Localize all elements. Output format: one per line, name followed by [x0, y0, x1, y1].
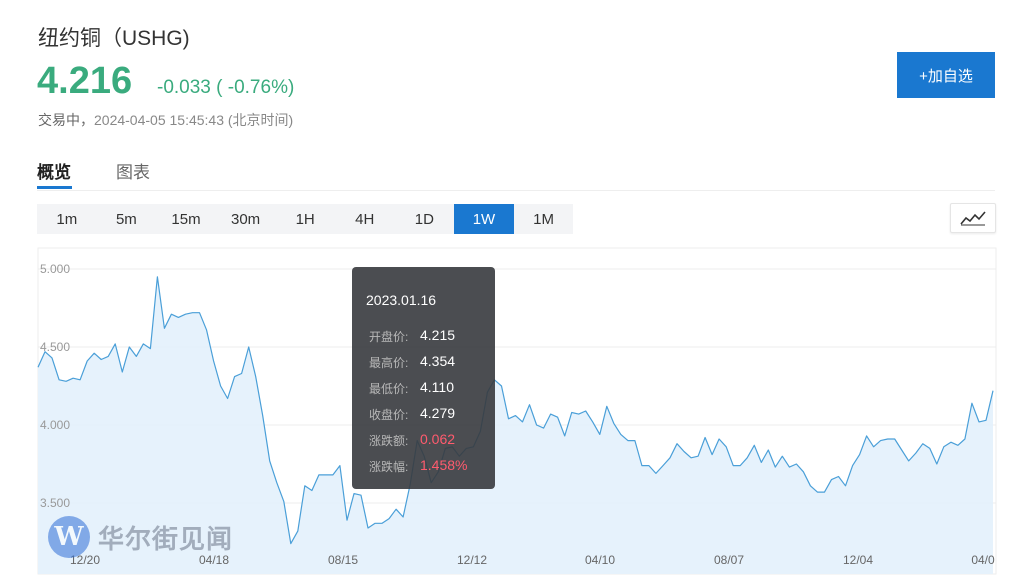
tab-bar: 概览 图表: [37, 155, 995, 191]
watermark-text: 华尔街见闻: [98, 524, 234, 555]
tooltip-close-value: 4.279: [420, 405, 456, 421]
line-chart-icon: [960, 211, 986, 226]
tooltip-high-value: 4.354: [420, 353, 456, 369]
x-tick-label: 08/15: [328, 553, 358, 567]
last-price: 4.216: [37, 60, 133, 102]
tooltip-pct-value: 1.458%: [420, 457, 468, 473]
period-15m[interactable]: 15m: [171, 210, 201, 228]
x-tick-label: 12/04: [843, 553, 873, 567]
period-1d[interactable]: 1D: [414, 210, 434, 228]
tooltip-open-label: 开盘价:: [369, 330, 409, 344]
x-tick-label: 04/0: [971, 553, 995, 567]
instrument-title: 纽约铜（USHG): [38, 27, 190, 50]
timestamp: 2024-04-05 15:45:43 (北京时间): [94, 112, 294, 128]
x-tick-label: 12/20: [70, 553, 100, 567]
tab-chart[interactable]: 图表: [116, 163, 150, 182]
watermark-logo-icon: W: [48, 516, 90, 558]
tooltip-close-label: 收盘价:: [369, 408, 409, 422]
tooltip-low-label: 最低价:: [369, 382, 409, 396]
tooltip-change-label: 涨跌额:: [369, 434, 409, 448]
chart-type-button[interactable]: [950, 203, 996, 233]
trading-status: 交易中，2024-04-05 15:45:43 (北京时间): [38, 110, 293, 130]
y-tick-label: 3.500: [40, 496, 70, 510]
tooltip-change-value: 0.062: [420, 431, 456, 447]
period-30m[interactable]: 30m: [230, 210, 261, 228]
tooltip-pct-label: 涨跌幅:: [369, 460, 409, 474]
price-line: [37, 276, 994, 545]
watermark: W 华尔街见闻: [48, 516, 233, 558]
period-1m[interactable]: 1m: [56, 210, 78, 228]
x-tick-label: 12/12: [457, 553, 487, 567]
x-tick-label: 08/07: [714, 553, 744, 567]
y-tick-label: 5.000: [40, 262, 70, 276]
period-1w[interactable]: 1W: [454, 204, 514, 234]
period-4h[interactable]: 4H: [355, 210, 375, 228]
tooltip-date: 2023.01.16: [366, 292, 437, 308]
x-tick-label: 04/18: [199, 553, 229, 567]
add-watchlist-button[interactable]: +加自选: [897, 52, 995, 98]
tab-overview[interactable]: 概览: [37, 163, 71, 182]
active-tab-indicator: [37, 186, 72, 189]
period-1m-month[interactable]: 1M: [533, 210, 554, 228]
period-5m[interactable]: 5m: [115, 210, 137, 228]
period-selector: 1m 5m 15m 30m 1H 4H 1D 1W 1M: [37, 204, 574, 234]
y-tick-label: 4.500: [40, 340, 70, 354]
status-text: 交易中，: [38, 112, 94, 128]
price-area: [38, 276, 993, 574]
y-tick-label: 4.000: [40, 418, 70, 432]
data-tooltip: 2023.01.16 开盘价: 4.215 最高价: 4.354 最低价: 4.…: [352, 267, 495, 489]
tooltip-low-value: 4.110: [420, 379, 454, 395]
tooltip-high-label: 最高价:: [369, 356, 409, 370]
price-change: -0.033 ( -0.76%): [157, 77, 295, 98]
period-1h[interactable]: 1H: [295, 210, 315, 228]
x-tick-label: 04/10: [585, 553, 615, 567]
tooltip-open-value: 4.215: [420, 327, 456, 343]
